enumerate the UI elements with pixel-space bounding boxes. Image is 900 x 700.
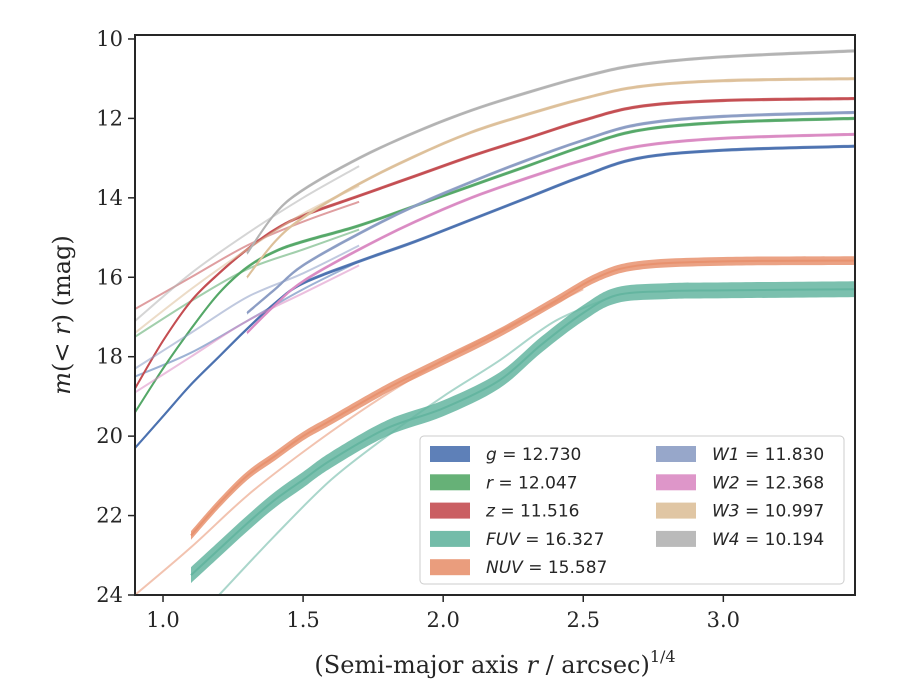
legend-box (419, 435, 845, 585)
legend-band-value: = 10.194 (740, 530, 825, 550)
legend-band-name: W1 (712, 445, 740, 465)
x-axis-title: (Semi-major axis r / arcsec)1/4 (314, 647, 675, 679)
legend-swatch-w1 (656, 446, 696, 462)
legend-label-w2: W2 = 12.368 (712, 473, 824, 493)
legend-band-value: = 11.830 (740, 445, 825, 465)
legend-band-name: FUV (486, 530, 521, 550)
legend-band-value: = 16.327 (520, 530, 605, 550)
y-axis-title: m(< r) (mag) (48, 235, 76, 395)
series-w2-line (246, 133, 855, 334)
legend-band-name: W2 (712, 473, 740, 493)
legend-band-name: g (486, 445, 497, 465)
y-tick-label: 10 (96, 27, 123, 51)
x-tick-label: 2.0 (426, 608, 459, 632)
series-z-line (135, 97, 855, 390)
series-nuv-line (190, 259, 855, 537)
series-z-faint-line (135, 200, 360, 310)
series-r (135, 116, 855, 414)
series-w4-line (246, 49, 855, 254)
series-w1-faint-line (135, 244, 360, 370)
series-w4-band (247, 49, 855, 255)
series-nuv (135, 256, 855, 595)
series-w3-faint-line (135, 185, 360, 334)
legend-band-value: = 12.730 (497, 445, 582, 465)
legend-label-w1: W1 = 11.830 (712, 445, 824, 465)
legend-label-nuv: NUV = 15.587 (486, 558, 607, 578)
y-tick-label: 24 (96, 583, 123, 607)
legend-swatch-z (430, 502, 470, 519)
series-w1 (135, 110, 855, 370)
legend-label-w3: W3 = 10.997 (712, 502, 824, 522)
series-fuv (190, 281, 855, 595)
legend-swatch-fuv (430, 530, 470, 547)
series-g-line (135, 145, 855, 449)
series-z (135, 97, 855, 391)
legend-swatch-w4 (656, 530, 696, 547)
y-tick-label: 12 (96, 106, 123, 130)
y-axis-title-lt: < (48, 335, 76, 363)
x-axis-title-prefix: (Semi-major axis (314, 651, 526, 679)
x-tick-label: 1.0 (146, 608, 179, 632)
y-axis: 10 12 14 16 18 20 22 24 (96, 27, 135, 607)
series-w1-line (246, 111, 855, 314)
x-tick-label: 3.0 (707, 608, 740, 632)
legend-band-value: = 11.516 (495, 502, 580, 522)
legend-band-value: = 15.587 (523, 558, 608, 578)
x-tick-label: 1.5 (286, 608, 319, 632)
x-tick-label: 2.5 (567, 608, 600, 632)
legend-label-z: z = 11.516 (485, 502, 579, 522)
legend-swatch-nuv (430, 559, 470, 576)
legend-label-fuv: FUV = 16.327 (486, 530, 604, 550)
legend-band-name: NUV (486, 558, 524, 578)
legend-label-w4: W4 = 10.194 (712, 530, 824, 550)
series-layer (135, 49, 855, 595)
series-fuv-line (190, 288, 855, 576)
y-tick-label: 18 (96, 345, 123, 369)
legend-band-name: W3 (712, 502, 740, 522)
legend-band-name: z (485, 502, 496, 522)
legend-swatch-w3 (656, 502, 696, 519)
legend-swatch-g (430, 446, 470, 462)
series-r-band (135, 116, 855, 414)
legend-label-r: r = 12.047 (486, 473, 578, 493)
x-axis: 1.0 1.5 2.0 2.5 3.0 (146, 595, 740, 632)
y-tick-label: 20 (96, 424, 123, 448)
y-axis-title-close: ) (48, 314, 76, 323)
legend-band-name: W4 (712, 530, 740, 550)
series-w3 (135, 77, 855, 334)
x-axis-title-exponent: 1/4 (650, 647, 676, 666)
y-axis-title-m: m (48, 372, 76, 395)
y-tick-label: 22 (96, 504, 123, 528)
y-tick-label: 16 (96, 265, 123, 289)
y-axis-title-r: r (48, 322, 76, 335)
legend-band-value: = 12.047 (493, 473, 578, 493)
y-axis-title-unit: (mag) (48, 235, 76, 314)
legend-swatch-w2 (656, 474, 696, 491)
legend-swatch-r (430, 474, 470, 491)
series-w2-faint-line (135, 264, 360, 394)
series-w3-line (246, 77, 855, 278)
legend-band-value: = 10.997 (740, 502, 825, 522)
series-r-line (135, 117, 855, 413)
x-axis-title-variable: r (526, 651, 539, 679)
legend-label-g: g = 12.730 (486, 445, 581, 465)
y-tick-label: 14 (96, 186, 123, 210)
plot-frame (134, 34, 856, 596)
legend-band-name: r (486, 473, 494, 493)
series-w4-faint-line (135, 165, 360, 322)
legend-band-value: = 12.368 (740, 473, 825, 493)
x-axis-title-suffix: / arcsec) (538, 651, 650, 679)
series-w2 (135, 132, 855, 394)
series-w4 (135, 49, 855, 322)
series-r-faint-line (135, 228, 360, 338)
y-axis-title-open: ( (48, 363, 76, 372)
